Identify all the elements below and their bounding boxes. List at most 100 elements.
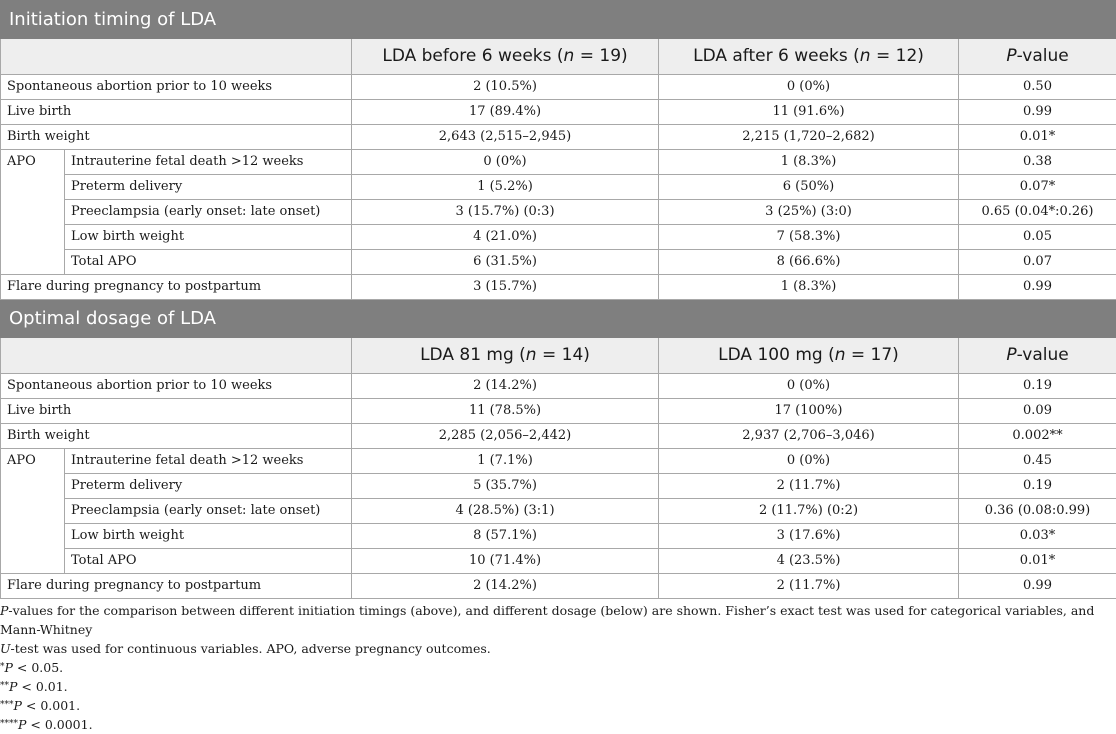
cell-p-value: 0.65 (0.04*:0.26) xyxy=(959,200,1116,225)
row-label: Live birth xyxy=(1,399,352,424)
cell-group2: 1 (8.3%) xyxy=(659,275,959,300)
table-row: Flare during pregnancy to postpartum 2 (… xyxy=(1,574,1116,599)
header-group2: LDA 100 mg (n = 17) xyxy=(659,338,959,374)
cell-p-value: 0.99 xyxy=(959,275,1116,300)
row-label: Preterm delivery xyxy=(65,175,352,200)
row-label: Intrauterine fetal death >12 weeks xyxy=(65,449,352,474)
cell-p-value: 0.07* xyxy=(959,175,1116,200)
table-row: APO Intrauterine fetal death >12 weeks 1… xyxy=(1,449,1116,474)
cell-group1: 5 (35.7%) xyxy=(352,474,659,499)
cell-group2: 2,937 (2,706–3,046) xyxy=(659,424,959,449)
cell-group2: 2,215 (1,720–2,682) xyxy=(659,125,959,150)
cell-group2: 7 (58.3%) xyxy=(659,225,959,250)
header-p-value: P-value xyxy=(959,338,1116,374)
row-label: Low birth weight xyxy=(65,524,352,549)
header-blank-cell xyxy=(1,338,352,374)
footnote-sig-2: **P < 0.01. xyxy=(0,677,1116,696)
cell-group2: 1 (8.3%) xyxy=(659,150,959,175)
apo-group-label: APO xyxy=(1,150,65,275)
table-row: Low birth weight 4 (21.0%) 7 (58.3%) 0.0… xyxy=(1,225,1116,250)
cell-group1: 1 (7.1%) xyxy=(352,449,659,474)
table-row: APO Intrauterine fetal death >12 weeks 0… xyxy=(1,150,1116,175)
row-label: Spontaneous abortion prior to 10 weeks xyxy=(1,75,352,100)
table-row: Total APO 6 (31.5%) 8 (66.6%) 0.07 xyxy=(1,250,1116,275)
cell-group1: 0 (0%) xyxy=(352,150,659,175)
row-label: Preeclampsia (early onset: late onset) xyxy=(65,499,352,524)
apo-group-label: APO xyxy=(1,449,65,574)
cell-group1: 2 (14.2%) xyxy=(352,574,659,599)
column-header-row: LDA before 6 weeks (n = 19) LDA after 6 … xyxy=(1,39,1116,75)
table-row: Preeclampsia (early onset: late onset) 4… xyxy=(1,499,1116,524)
table-footnotes: P-values for the comparison between diff… xyxy=(0,601,1116,734)
row-label: Birth weight xyxy=(1,424,352,449)
cell-group2: 3 (17.6%) xyxy=(659,524,959,549)
table-row: Spontaneous abortion prior to 10 weeks 2… xyxy=(1,75,1116,100)
cell-p-value: 0.99 xyxy=(959,574,1116,599)
row-label: Preeclampsia (early onset: late onset) xyxy=(65,200,352,225)
results-table: Initiation timing of LDA LDA before 6 we… xyxy=(0,0,1116,599)
table-row: Preterm delivery 1 (5.2%) 6 (50%) 0.07* xyxy=(1,175,1116,200)
cell-p-value: 0.45 xyxy=(959,449,1116,474)
row-label: Flare during pregnancy to postpartum xyxy=(1,574,352,599)
footnote-main: P-values for the comparison between diff… xyxy=(0,601,1116,658)
cell-group2: 2 (11.7%) (0:2) xyxy=(659,499,959,524)
row-label: Preterm delivery xyxy=(65,474,352,499)
cell-group1: 2 (10.5%) xyxy=(352,75,659,100)
cell-group2: 0 (0%) xyxy=(659,449,959,474)
section-band: Optimal dosage of LDA xyxy=(1,300,1116,338)
header-blank-cell xyxy=(1,39,352,75)
row-label: Intrauterine fetal death >12 weeks xyxy=(65,150,352,175)
cell-group1: 10 (71.4%) xyxy=(352,549,659,574)
cell-p-value: 0.36 (0.08:0.99) xyxy=(959,499,1116,524)
cell-group1: 8 (57.1%) xyxy=(352,524,659,549)
header-p-value: P-value xyxy=(959,39,1116,75)
section-band: Initiation timing of LDA xyxy=(1,1,1116,39)
cell-group1: 1 (5.2%) xyxy=(352,175,659,200)
cell-group1: 17 (89.4%) xyxy=(352,100,659,125)
cell-p-value: 0.99 xyxy=(959,100,1116,125)
section-title: Optimal dosage of LDA xyxy=(1,300,1116,338)
section-title: Initiation timing of LDA xyxy=(1,1,1116,39)
table-row: Live birth 11 (78.5%) 17 (100%) 0.09 xyxy=(1,399,1116,424)
cell-group2: 6 (50%) xyxy=(659,175,959,200)
cell-group2: 2 (11.7%) xyxy=(659,474,959,499)
cell-p-value: 0.07 xyxy=(959,250,1116,275)
cell-group2: 2 (11.7%) xyxy=(659,574,959,599)
row-label: Total APO xyxy=(65,250,352,275)
cell-group1: 6 (31.5%) xyxy=(352,250,659,275)
header-group2: LDA after 6 weeks (n = 12) xyxy=(659,39,959,75)
cell-p-value: 0.03* xyxy=(959,524,1116,549)
table-row: Spontaneous abortion prior to 10 weeks 2… xyxy=(1,374,1116,399)
table-row: Flare during pregnancy to postpartum 3 (… xyxy=(1,275,1116,300)
table-row: Birth weight 2,643 (2,515–2,945) 2,215 (… xyxy=(1,125,1116,150)
table-row: Preterm delivery 5 (35.7%) 2 (11.7%) 0.1… xyxy=(1,474,1116,499)
cell-group1: 3 (15.7%) xyxy=(352,275,659,300)
row-label: Live birth xyxy=(1,100,352,125)
cell-group2: 3 (25%) (3:0) xyxy=(659,200,959,225)
cell-group2: 8 (66.6%) xyxy=(659,250,959,275)
table-row: Total APO 10 (71.4%) 4 (23.5%) 0.01* xyxy=(1,549,1116,574)
cell-group2: 4 (23.5%) xyxy=(659,549,959,574)
cell-group2: 0 (0%) xyxy=(659,374,959,399)
cell-group1: 2 (14.2%) xyxy=(352,374,659,399)
header-group1: LDA before 6 weeks (n = 19) xyxy=(352,39,659,75)
cell-p-value: 0.19 xyxy=(959,474,1116,499)
cell-group2: 11 (91.6%) xyxy=(659,100,959,125)
header-group1: LDA 81 mg (n = 14) xyxy=(352,338,659,374)
table-row: Birth weight 2,285 (2,056–2,442) 2,937 (… xyxy=(1,424,1116,449)
cell-p-value: 0.01* xyxy=(959,549,1116,574)
cell-p-value: 0.50 xyxy=(959,75,1116,100)
cell-group1: 11 (78.5%) xyxy=(352,399,659,424)
footnote-sig-1: *P < 0.05. xyxy=(0,658,1116,677)
row-label: Low birth weight xyxy=(65,225,352,250)
row-label: Birth weight xyxy=(1,125,352,150)
table-row: Preeclampsia (early onset: late onset) 3… xyxy=(1,200,1116,225)
cell-group2: 0 (0%) xyxy=(659,75,959,100)
cell-group1: 4 (21.0%) xyxy=(352,225,659,250)
cell-group1: 4 (28.5%) (3:1) xyxy=(352,499,659,524)
footnote-sig-4: ****P < 0.0001. xyxy=(0,715,1116,734)
footnote-sig-3: ***P < 0.001. xyxy=(0,696,1116,715)
cell-p-value: 0.002** xyxy=(959,424,1116,449)
cell-p-value: 0.01* xyxy=(959,125,1116,150)
cell-group1: 3 (15.7%) (0:3) xyxy=(352,200,659,225)
